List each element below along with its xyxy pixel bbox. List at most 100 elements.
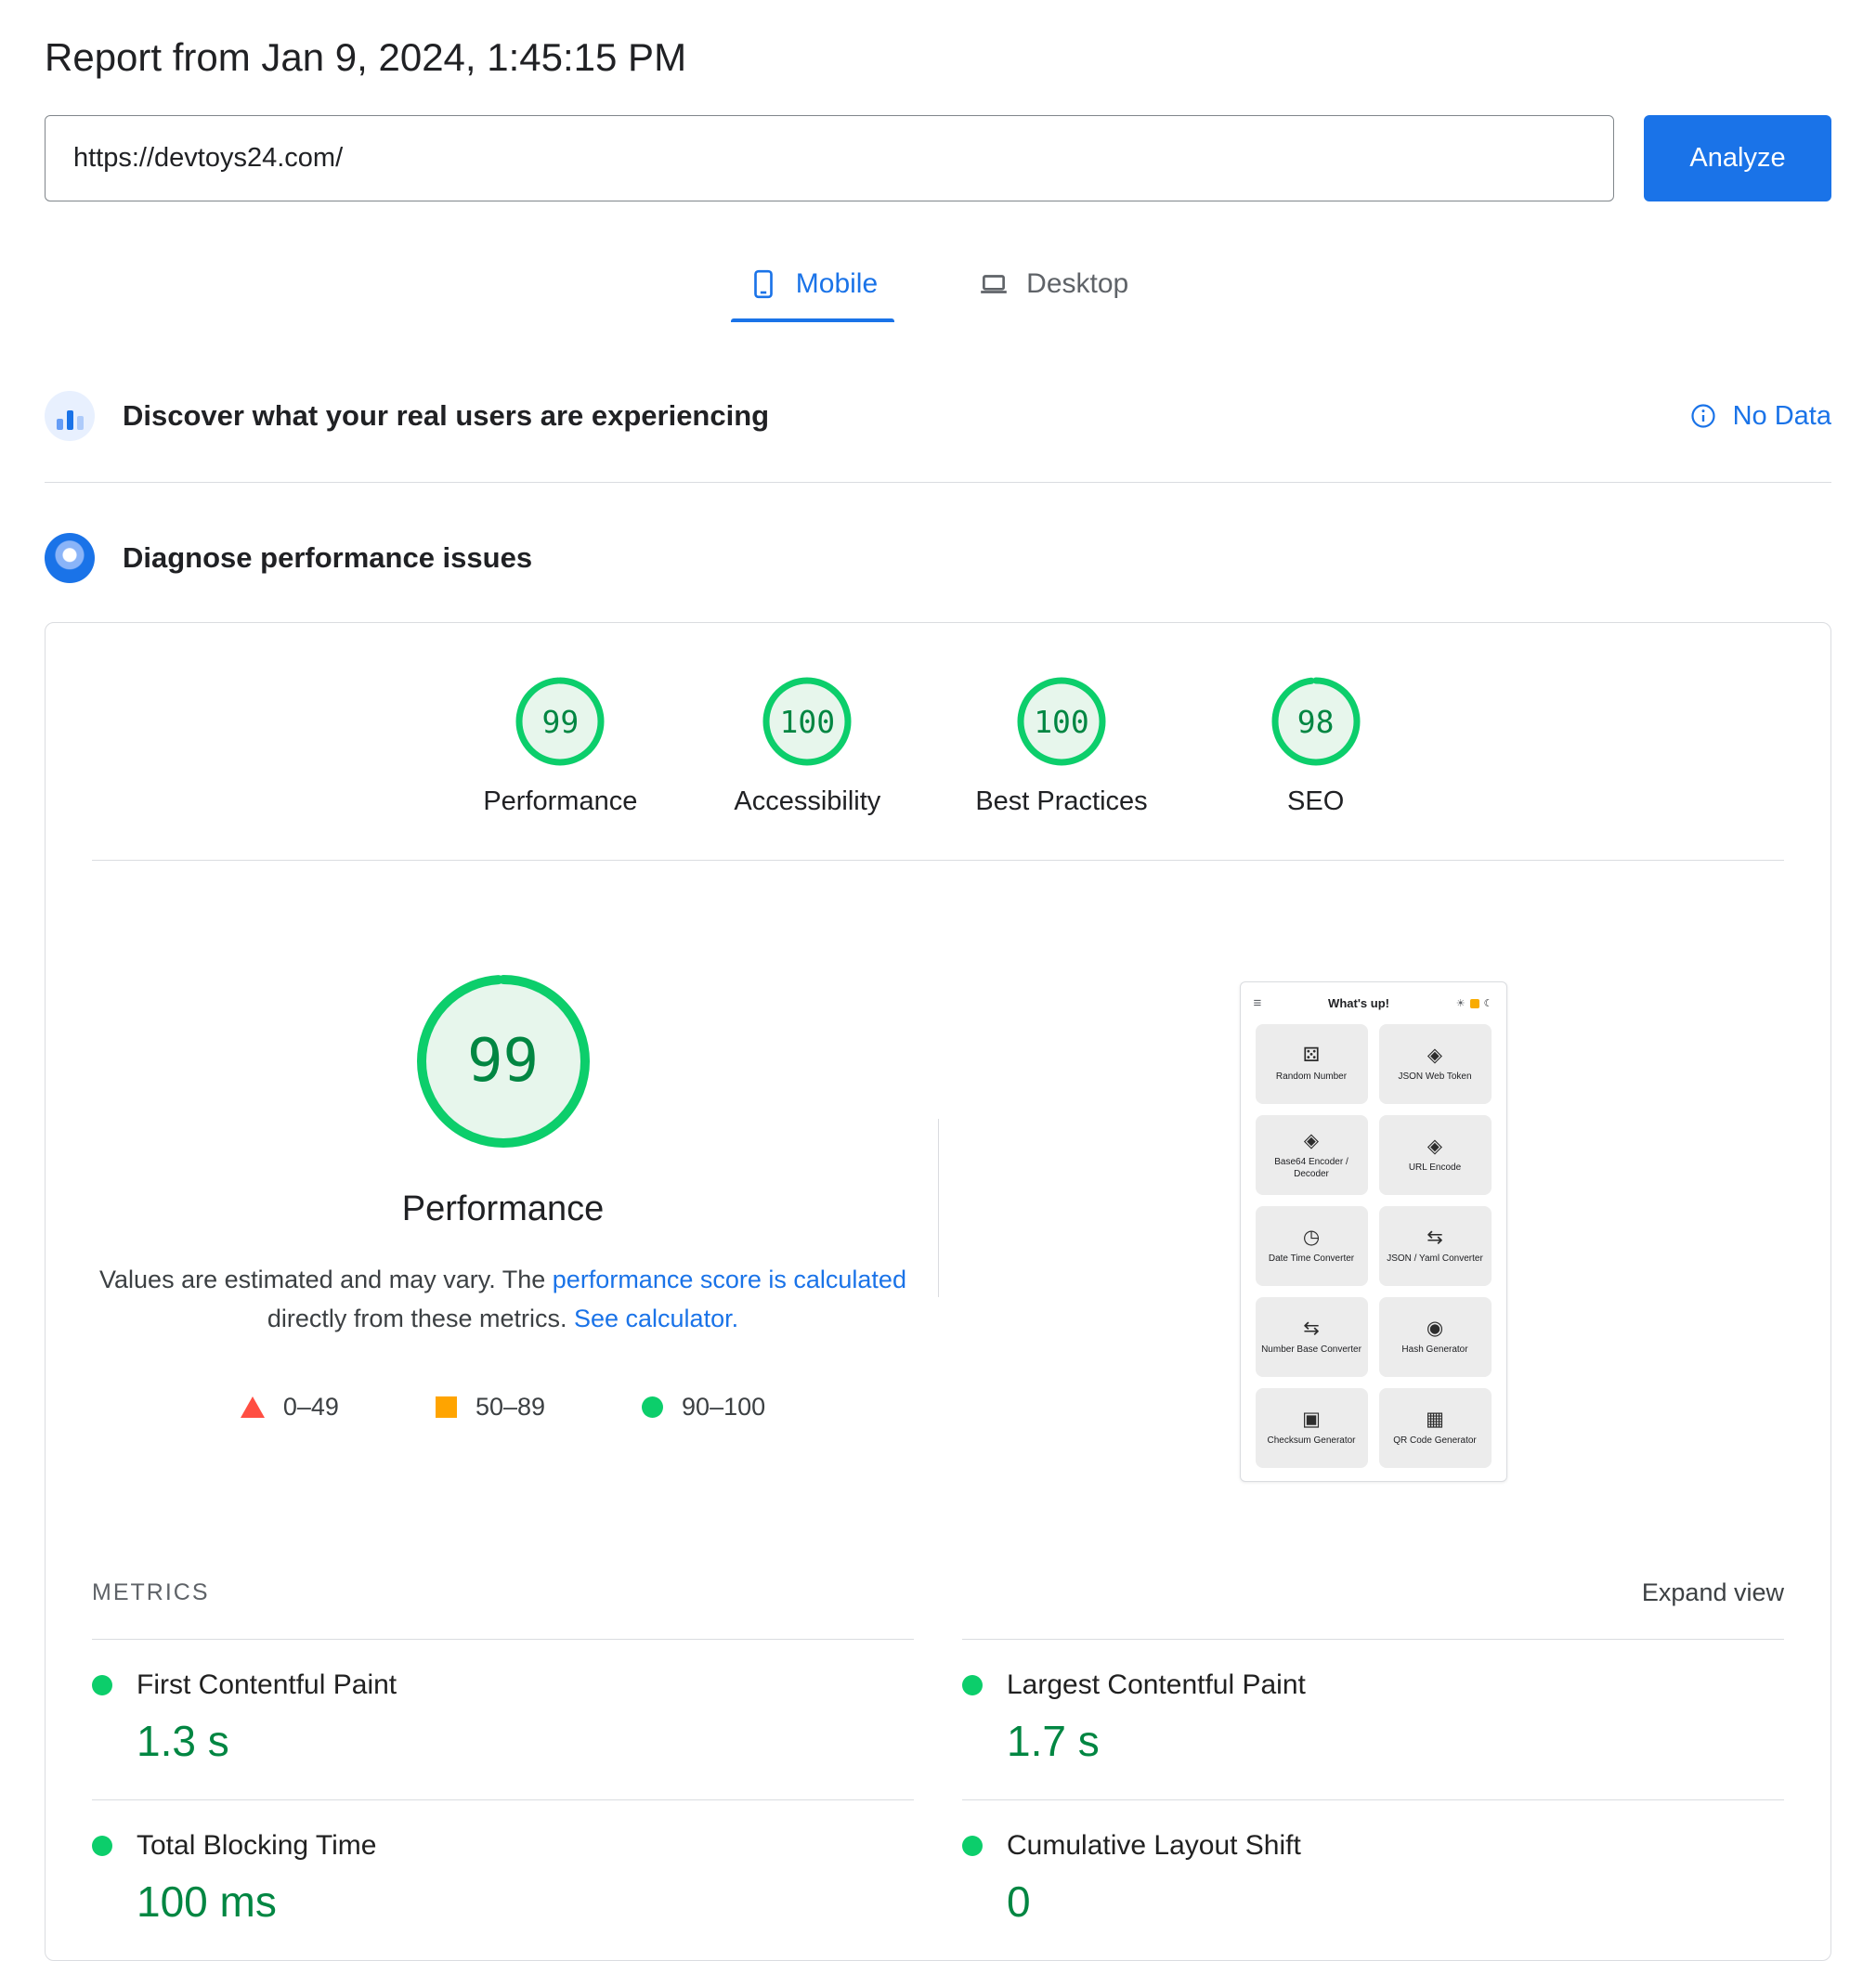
metric-value: 1.3 s [137,1716,914,1766]
lighthouse-icon [45,533,95,583]
tile-json-yaml-converter: ⇆ JSON / Yaml Converter [1379,1206,1492,1286]
score-best-practices-value: 100 [1017,677,1106,766]
score-accessibility-value: 100 [762,677,852,766]
no-data-label: No Data [1733,401,1831,432]
legend-poor-range: 0–49 [283,1393,339,1422]
swap-arrows-icon: ⇆ [1427,1227,1443,1247]
performance-gauge-column: 99 Performance Values are estimated and … [68,970,938,1482]
score-accessibility[interactable]: 100 Accessibility [728,677,886,817]
category-scores: 99 Performance 100 Accessibility [68,623,1808,860]
metric-label: Cumulative Layout Shift [1007,1830,1301,1862]
tile-hash-generator: ◉ Hash Generator [1379,1297,1492,1377]
metric-cumulative-layout-shift: Cumulative Layout Shift 0 [962,1799,1784,1960]
tile-url-encode: ◈ URL Encode [1379,1115,1492,1195]
good-status-dot-icon [962,1675,983,1695]
no-data-status[interactable]: No Data [1690,401,1831,432]
tool-tile-grid: ⚄ Random Number ◈ JSON Web Token ◈ Base6… [1250,1020,1497,1470]
clock-icon: ◷ [1303,1227,1320,1247]
good-circle-icon [642,1396,663,1418]
tab-mobile-label: Mobile [796,268,878,300]
fingerprint-icon: ◉ [1427,1318,1443,1338]
url-input[interactable] [45,115,1614,201]
diagnose-section-title: Diagnose performance issues [123,541,532,575]
gauge-desc-text: Values are estimated and may vary. The [99,1266,545,1293]
page-screenshot-thumbnail: ≡ What's up! ☀ ☾ ⚄ Random Number [1240,981,1507,1482]
score-legend: 0–49 50–89 90–100 [241,1393,765,1422]
sun-icon: ☀ [1456,997,1466,1009]
score-seo-value: 98 [1271,677,1361,766]
score-best-practices[interactable]: 100 Best Practices [975,677,1147,817]
mobile-phone-icon [748,268,779,300]
screenshot-column: ≡ What's up! ☀ ☾ ⚄ Random Number [938,970,1808,1482]
tab-desktop-label: Desktop [1026,268,1128,300]
base64-diamond-icon: ◈ [1304,1131,1319,1150]
legend-average: 50–89 [436,1393,545,1422]
tile-number-base-converter: ⇆ Number Base Converter [1256,1297,1368,1377]
crux-section-title: Discover what your real users are experi… [123,399,769,433]
diagnose-section-header: Diagnose performance issues [45,533,1831,583]
poor-triangle-icon [241,1396,265,1418]
metric-label: Largest Contentful Paint [1007,1669,1306,1701]
url-encode-diamond-icon: ◈ [1427,1136,1442,1156]
metric-label: First Contentful Paint [137,1669,397,1701]
crux-bar-chart-icon [45,391,95,441]
dice-icon: ⚄ [1303,1045,1320,1065]
good-status-dot-icon [92,1675,112,1695]
square-theme-icon [1470,999,1479,1008]
performance-gauge: 99 [412,970,594,1152]
tile-base64: ◈ Base64 Encoder / Decoder [1256,1115,1368,1195]
legend-average-range: 50–89 [476,1393,545,1422]
tile-checksum-generator: ▣ Checksum Generator [1256,1388,1368,1468]
hamburger-menu-icon: ≡ [1254,995,1262,1011]
analyze-button[interactable]: Analyze [1644,115,1831,201]
score-best-practices-label: Best Practices [975,786,1147,817]
metric-label: Total Blocking Time [137,1830,376,1862]
tab-desktop[interactable]: Desktop [974,263,1132,322]
file-lock-icon: ▣ [1302,1409,1321,1429]
see-calculator-link[interactable]: See calculator. [574,1305,738,1332]
thumbnail-app-header: ≡ What's up! ☀ ☾ [1250,992,1497,1020]
performance-gauge-value: 99 [412,970,594,1152]
metric-largest-contentful-paint: Largest Contentful Paint 1.7 s [962,1639,1784,1799]
score-performance-value: 99 [515,677,605,766]
performance-detail-columns: 99 Performance Values are estimated and … [68,861,1808,1547]
gauge-desc-text: directly from these metrics. [267,1305,567,1332]
metric-value: 100 ms [137,1877,914,1927]
score-seo-label: SEO [1287,786,1344,817]
tile-date-time-converter: ◷ Date Time Converter [1256,1206,1368,1286]
lighthouse-report-card: 99 Performance 100 Accessibility [45,622,1831,1961]
tile-json-web-token: ◈ JSON Web Token [1379,1024,1492,1104]
score-performance-label: Performance [483,786,637,817]
good-status-dot-icon [92,1836,112,1856]
tab-mobile[interactable]: Mobile [744,263,881,322]
metrics-grid: First Contentful Paint 1.3 s Largest Con… [68,1639,1808,1960]
metric-first-contentful-paint: First Contentful Paint 1.3 s [92,1639,914,1799]
device-tabs: Mobile Desktop [45,263,1831,322]
score-seo[interactable]: 98 SEO [1237,677,1395,817]
info-icon [1690,403,1716,429]
legend-poor: 0–49 [241,1393,339,1422]
metrics-heading: METRICS [92,1579,210,1606]
metric-total-blocking-time: Total Blocking Time 100 ms [92,1799,914,1960]
swap-arrows-icon: ⇆ [1303,1318,1320,1338]
url-bar: Analyze [45,115,1831,201]
gauge-description: Values are estimated and may vary. The p… [95,1261,912,1339]
legend-good: 90–100 [642,1393,765,1422]
metric-value: 0 [1007,1877,1784,1927]
thumbnail-app-title: What's up! [1261,996,1455,1010]
performance-gauge-title: Performance [402,1189,605,1229]
page-title: Report from Jan 9, 2024, 1:45:15 PM [45,35,1831,80]
token-diamond-icon: ◈ [1427,1045,1442,1065]
score-accessibility-label: Accessibility [734,786,880,817]
metric-value: 1.7 s [1007,1716,1784,1766]
performance-score-link[interactable]: performance score is calculated [553,1266,906,1293]
crux-section-header: Discover what your real users are experi… [45,391,1831,483]
score-performance[interactable]: 99 Performance [481,677,639,817]
good-status-dot-icon [962,1836,983,1856]
expand-view-button[interactable]: Expand view [1642,1578,1784,1607]
qr-code-icon: ▦ [1426,1409,1444,1429]
tile-qr-code-generator: ▦ QR Code Generator [1379,1388,1492,1468]
average-square-icon [436,1396,457,1418]
desktop-laptop-icon [978,268,1010,300]
moon-icon: ☾ [1484,997,1493,1009]
